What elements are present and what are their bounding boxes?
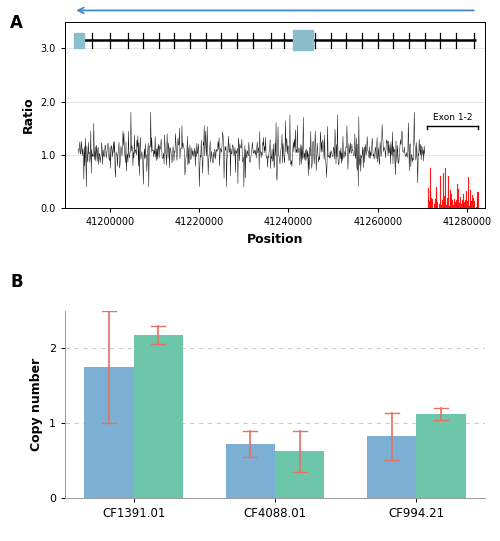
Bar [226,444,275,498]
X-axis label: Position: Position [247,233,303,246]
Bar [275,451,324,498]
Bar [134,335,183,498]
Bar [416,414,466,498]
Y-axis label: Ratio: Ratio [22,97,35,133]
Bar [84,367,134,498]
Bar [74,33,84,48]
Text: A: A [10,14,23,31]
Bar [293,30,313,50]
Bar [367,437,416,498]
Text: B: B [10,273,22,291]
Y-axis label: Copy number: Copy number [30,358,44,451]
Text: Exon 1-2: Exon 1-2 [433,114,472,122]
